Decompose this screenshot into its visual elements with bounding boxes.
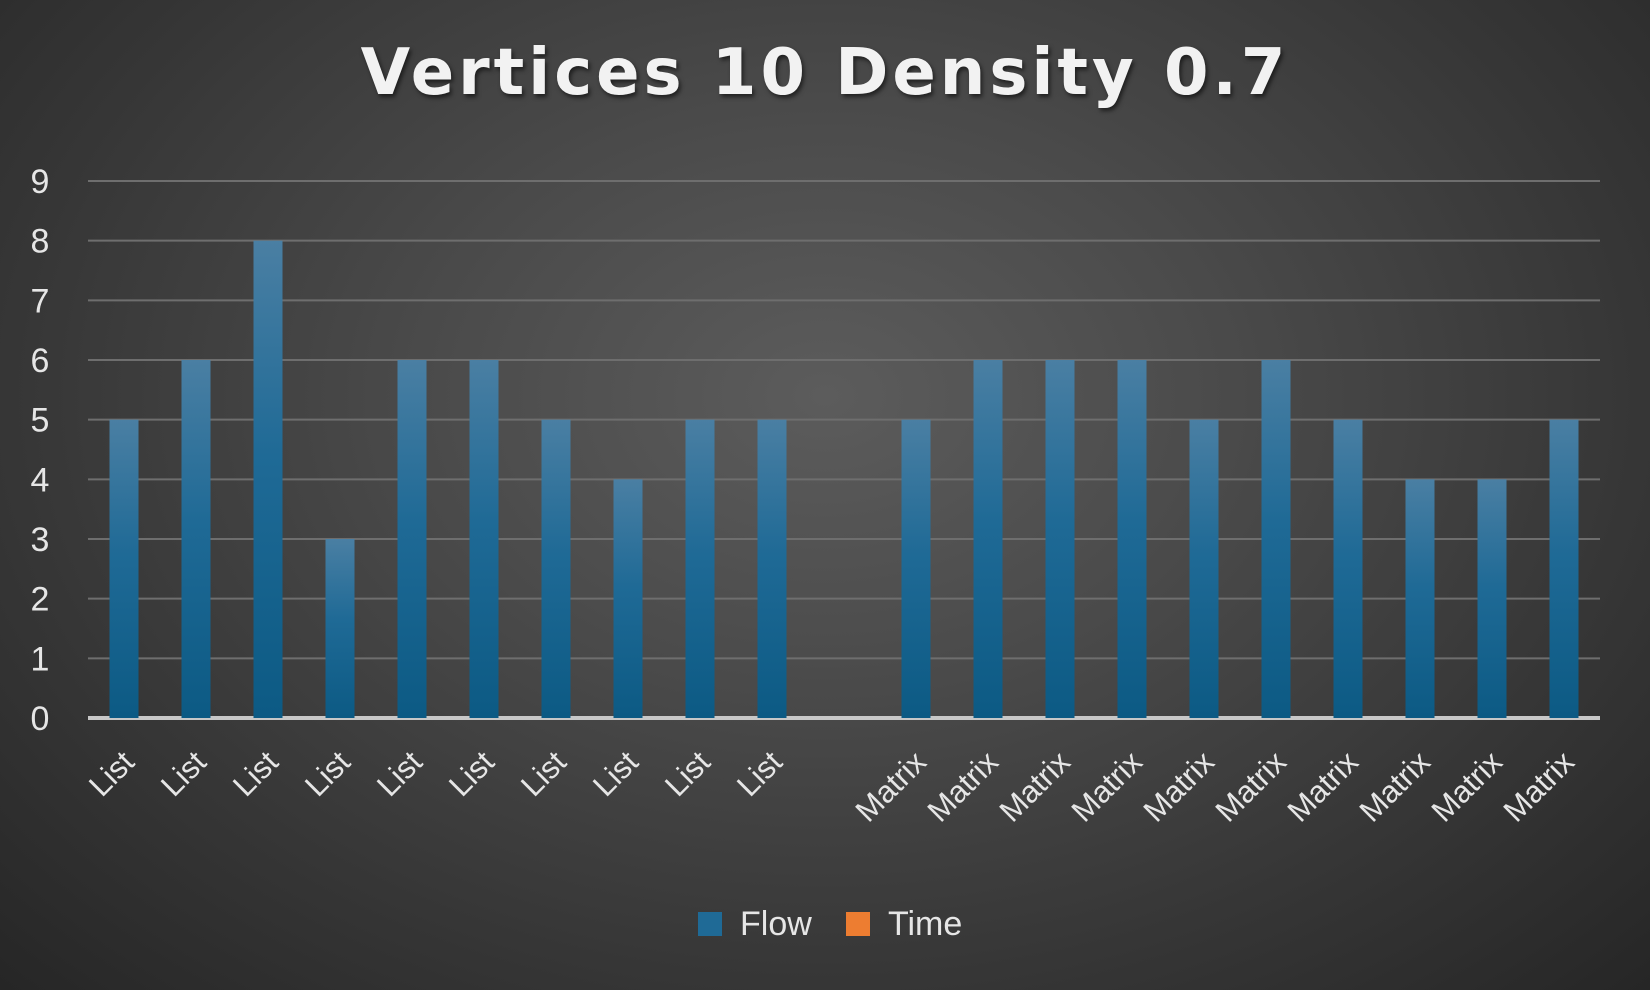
x-tick-label: List <box>226 744 285 803</box>
bar-flow <box>541 419 571 718</box>
bar-flow <box>253 240 283 718</box>
x-axis-ticks: List List List List List List List List List List… <box>82 744 1581 829</box>
y-tick-label: 4 <box>31 461 50 499</box>
legend: Flow Time <box>698 905 962 943</box>
y-axis-ticks: 0 1 2 3 4 5 6 7 8 9 <box>31 163 50 738</box>
x-tick-label: List <box>442 744 501 803</box>
bar-flow <box>973 360 1003 718</box>
x-tick-label: Matrix <box>1425 744 1510 829</box>
x-tick-label: List <box>154 744 213 803</box>
bar-flow <box>1549 419 1579 718</box>
bars <box>109 240 1579 718</box>
bar-flow <box>469 360 499 718</box>
x-tick-label: List <box>82 744 141 803</box>
bar-flow <box>397 360 427 718</box>
x-tick-label: List <box>658 744 717 803</box>
x-tick-label: Matrix <box>921 744 1006 829</box>
y-tick-label: 6 <box>31 342 50 380</box>
x-tick-label: Matrix <box>993 744 1078 829</box>
bar-flow <box>901 419 931 718</box>
x-tick-label: Matrix <box>849 744 934 829</box>
x-tick-label: Matrix <box>1137 744 1222 829</box>
y-tick-label: 9 <box>31 163 50 201</box>
x-tick-label: Matrix <box>1281 744 1366 829</box>
y-tick-label: 3 <box>31 521 50 559</box>
bar-flow <box>1477 479 1507 718</box>
bar-flow <box>1405 479 1435 718</box>
x-tick-label: Matrix <box>1065 744 1150 829</box>
bar-flow <box>1045 360 1075 718</box>
chart-title: Vertices 10 Density 0.7 <box>360 36 1290 110</box>
x-tick-label: List <box>298 744 357 803</box>
gridlines <box>88 180 1600 720</box>
bar-flow <box>325 539 355 718</box>
x-tick-label: Matrix <box>1497 744 1582 829</box>
bar-flow <box>613 479 643 718</box>
legend-swatch-flow <box>698 912 722 936</box>
bar-flow <box>1261 360 1291 718</box>
bar-flow <box>109 419 139 718</box>
x-tick-label: List <box>370 744 429 803</box>
bar-flow <box>685 419 715 718</box>
legend-label-time: Time <box>888 905 962 943</box>
x-tick-label: List <box>514 744 573 803</box>
bar-flow <box>1189 419 1219 718</box>
bar-flow <box>1333 419 1363 718</box>
x-tick-label: List <box>730 744 789 803</box>
x-tick-label: List <box>586 744 645 803</box>
y-tick-label: 7 <box>31 282 50 320</box>
x-tick-label: Matrix <box>1353 744 1438 829</box>
bar-flow <box>1117 360 1147 718</box>
bar-flow <box>181 360 211 718</box>
y-tick-label: 0 <box>31 700 50 738</box>
bar-flow <box>757 419 787 718</box>
legend-swatch-time <box>846 912 870 936</box>
x-tick-label: Matrix <box>1209 744 1294 829</box>
legend-label-flow: Flow <box>740 905 812 943</box>
y-tick-label: 5 <box>31 402 50 440</box>
y-tick-label: 2 <box>31 581 50 619</box>
y-tick-label: 1 <box>31 640 50 678</box>
y-tick-label: 8 <box>31 223 50 261</box>
